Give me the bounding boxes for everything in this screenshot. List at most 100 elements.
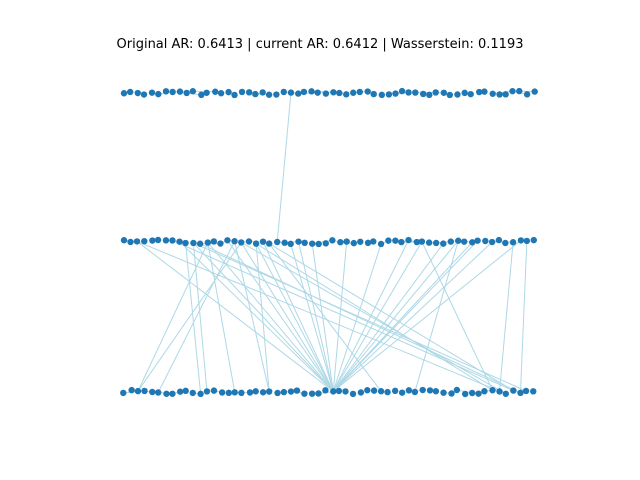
graph-edge	[255, 243, 493, 391]
graph-node-layer-2	[259, 238, 267, 245]
graph-edge	[137, 242, 209, 392]
graph-edge	[332, 240, 459, 392]
graph-node-layer-2	[196, 240, 204, 247]
graph-node-layer-2	[502, 239, 509, 247]
graph-node-layer-2	[405, 236, 412, 244]
graph-node-layer-2	[523, 237, 531, 245]
graph-edge	[240, 241, 507, 395]
graph-edge	[311, 243, 334, 392]
graph-node-layer-3	[308, 390, 316, 397]
graph-node-layer-3	[330, 388, 337, 395]
graph-node-layer-2	[322, 240, 329, 247]
graph-edge	[332, 243, 444, 392]
graph-node-layer-3	[203, 388, 211, 395]
graph-node-layer-2	[482, 237, 489, 245]
graph-node-layer-3	[301, 390, 308, 397]
graph-node-layer-3	[377, 388, 385, 395]
graph-edge	[332, 240, 522, 392]
graph-node-layer-1	[419, 90, 427, 98]
graph-node-layer-3	[405, 387, 413, 394]
graph-node-layer-2	[252, 240, 260, 247]
graph-node-layer-3	[238, 389, 245, 397]
graph-node-layer-1	[454, 91, 461, 98]
graph-node-layer-1	[496, 91, 503, 98]
graph-node-layer-1	[432, 89, 439, 96]
graph-node-layer-3	[189, 389, 196, 397]
intra-layer-edge	[388, 91, 409, 95]
graph-node-layer-2	[447, 238, 455, 245]
graph-edge	[207, 242, 236, 393]
graph-node-layer-2	[432, 239, 440, 247]
graph-node-layer-3	[210, 387, 218, 394]
graph-node-layer-1	[502, 91, 509, 98]
graph-node-layer-2	[295, 238, 302, 245]
graph-node-layer-2	[154, 236, 162, 244]
graph-node-layer-2	[517, 237, 525, 244]
graph-edge	[499, 242, 514, 392]
graph-node-layer-3	[265, 388, 273, 395]
graph-node-layer-3	[384, 388, 391, 396]
graph-edge	[137, 242, 242, 392]
graph-node-layer-2	[315, 240, 322, 248]
graph-edge	[268, 243, 382, 392]
graph-edge	[255, 243, 334, 392]
graph-node-layer-1	[148, 89, 156, 96]
graph-edge	[136, 241, 334, 392]
node-group	[120, 87, 538, 398]
graph-node-layer-2	[133, 238, 141, 245]
graph-node-layer-1	[523, 91, 531, 98]
graph-edge	[290, 243, 334, 392]
graph-node-layer-3	[141, 387, 148, 395]
graph-node-layer-3	[432, 388, 440, 395]
graph-node-layer-2	[281, 239, 288, 246]
intra-layer-edge	[492, 90, 513, 95]
graph-edge	[255, 243, 270, 392]
graph-node-layer-1	[446, 91, 453, 99]
graph-node-layer-3	[134, 387, 142, 395]
graph-node-layer-1	[314, 89, 321, 96]
graph-node-layer-2	[488, 238, 496, 246]
graph-node-layer-3	[468, 389, 476, 397]
graph-node-layer-1	[155, 90, 162, 98]
graph-edge	[136, 240, 506, 395]
graph-node-layer-3	[440, 389, 447, 396]
graph-node-layer-1	[461, 89, 468, 97]
graph-node-layer-3	[342, 388, 349, 395]
graph-node-layer-1	[162, 88, 170, 95]
graph-node-layer-1	[356, 88, 363, 96]
graph-node-layer-2	[343, 238, 350, 245]
graph-node-layer-1	[169, 88, 176, 96]
graph-edge	[192, 242, 208, 392]
graph-edge	[234, 241, 270, 392]
graph-edge	[332, 240, 478, 392]
graph-node-layer-2	[377, 240, 385, 248]
graph-node-layer-2	[169, 237, 176, 244]
graph-edge	[332, 239, 409, 392]
graph-node-layer-1	[467, 90, 474, 98]
graph-node-layer-1	[273, 91, 280, 98]
graph-node-layer-3	[391, 387, 399, 395]
graph-node-layer-3	[510, 387, 517, 394]
graph-edge	[298, 241, 334, 392]
graph-node-layer-1	[343, 91, 350, 98]
graph-node-layer-2	[392, 237, 399, 244]
graph-node-layer-1	[245, 89, 253, 96]
graph-node-layer-3	[496, 388, 503, 395]
graph-node-layer-3	[453, 386, 461, 394]
graph-node-layer-1	[203, 89, 210, 96]
graph-node-layer-1	[176, 88, 184, 95]
graph-node-layer-3	[293, 387, 301, 394]
graph-node-layer-2	[398, 238, 405, 246]
graph-node-layer-2	[141, 237, 148, 245]
graph-node-layer-1	[385, 91, 393, 98]
graph-edge	[240, 242, 334, 392]
graph-node-layer-3	[252, 388, 259, 395]
graph-edge	[207, 242, 334, 392]
graph-node-layer-3	[475, 390, 482, 397]
graph-node-layer-2	[210, 238, 218, 245]
graph-node-layer-1	[405, 89, 412, 96]
intra-layer-edge	[436, 240, 459, 244]
graph-node-layer-1	[217, 90, 225, 97]
graph-node-layer-1	[295, 90, 302, 97]
graph-node-layer-2	[176, 238, 183, 245]
